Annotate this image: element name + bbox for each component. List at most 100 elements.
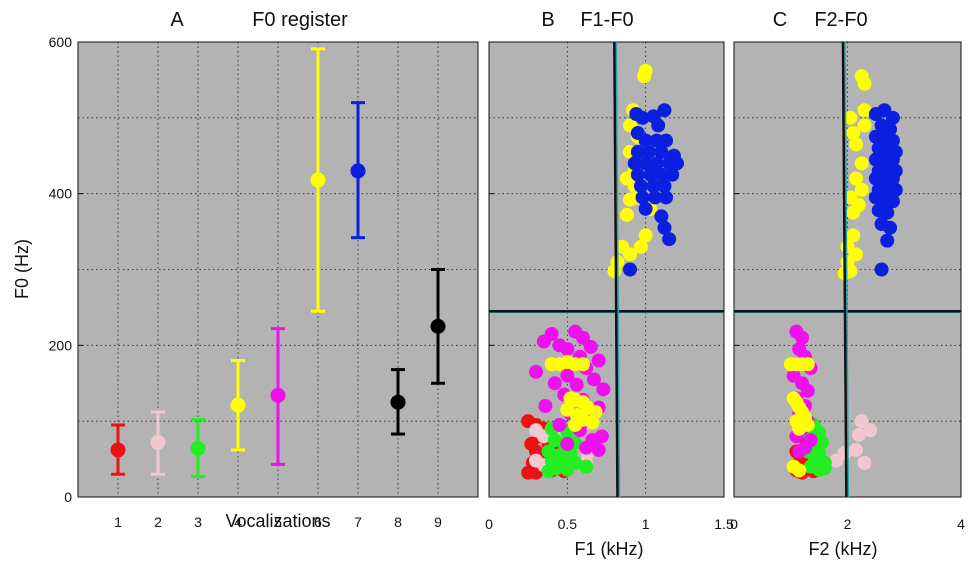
data-point — [817, 461, 832, 476]
x-tick-label: 4 — [234, 514, 242, 530]
x-tick-label: 1 — [114, 514, 122, 530]
panel-b-frame — [488, 41, 725, 498]
data-point — [846, 205, 861, 220]
data-point — [885, 194, 900, 209]
data-point — [638, 228, 653, 243]
data-point — [635, 110, 650, 125]
panel-c-title: F2-F0 — [814, 9, 867, 31]
panel-a-frame — [77, 41, 479, 498]
data-point — [623, 247, 637, 262]
data-point — [638, 133, 653, 148]
data-point — [792, 444, 807, 459]
data-point — [854, 182, 869, 197]
data-point — [630, 167, 645, 182]
data-point — [849, 442, 864, 457]
x-tick-label: 1.5 — [714, 516, 734, 532]
data-point — [635, 190, 650, 205]
data-point — [569, 377, 584, 392]
data-point — [607, 264, 622, 279]
data-point — [560, 342, 575, 357]
data-point — [638, 156, 653, 171]
data-point — [854, 156, 869, 171]
mean-point — [310, 172, 326, 188]
data-point — [547, 376, 562, 391]
data-point — [529, 364, 543, 379]
data-point — [638, 201, 653, 216]
data-point — [792, 463, 807, 478]
data-point — [654, 209, 669, 224]
data-point — [654, 167, 669, 182]
y-tick-label: 600 — [49, 34, 73, 50]
data-point — [874, 262, 889, 277]
data-point — [849, 171, 864, 186]
mean-point — [430, 318, 446, 334]
data-point — [591, 353, 606, 368]
panel-b-xlabel: F1 (kHz) — [575, 539, 644, 559]
data-point — [596, 382, 611, 397]
data-point — [885, 152, 900, 167]
x-tick-label: 8 — [394, 514, 402, 530]
y-tick-label: 400 — [49, 186, 73, 202]
x-tick-label: 1 — [642, 516, 650, 532]
data-point — [849, 137, 864, 152]
data-point — [829, 453, 844, 468]
data-point — [670, 156, 684, 171]
data-point — [560, 368, 575, 383]
data-point — [579, 440, 594, 455]
data-point — [657, 103, 672, 118]
panel-a-title: F0 register — [252, 9, 348, 31]
data-point — [633, 239, 648, 254]
x-tick-label: 2 — [154, 514, 162, 530]
panel-c-threshold-vertical — [841, 41, 848, 498]
data-point — [846, 228, 861, 243]
x-tick-label: 0 — [485, 516, 493, 532]
data-point — [538, 399, 553, 413]
x-tick-label: 0.5 — [558, 516, 578, 532]
x-tick-label: 7 — [354, 514, 362, 530]
mean-point — [230, 397, 246, 413]
mean-point — [390, 394, 406, 410]
mean-point — [270, 387, 286, 403]
data-point — [579, 459, 594, 474]
x-tick-label: 5 — [274, 514, 282, 530]
y-tick-label: 0 — [64, 489, 72, 505]
x-tick-label: 4 — [957, 516, 965, 532]
data-point — [638, 63, 653, 78]
data-point — [630, 144, 645, 159]
data-point — [576, 330, 590, 345]
panel-a-ylabel: F0 (Hz) — [12, 239, 32, 299]
data-point — [657, 179, 672, 194]
data-point — [657, 220, 672, 235]
data-point — [857, 455, 872, 470]
data-point — [544, 326, 559, 341]
data-point — [588, 405, 603, 420]
panel-a-xlabel: Vocalizations — [225, 511, 330, 531]
data-point — [665, 167, 680, 182]
panel-b-letter: B — [541, 9, 554, 31]
data-point — [883, 220, 898, 235]
data-point — [857, 76, 872, 91]
data-point — [552, 417, 567, 432]
data-point — [633, 179, 648, 194]
data-point — [646, 179, 661, 194]
data-point — [851, 427, 866, 442]
x-tick-label: 3 — [194, 514, 202, 530]
data-point — [659, 190, 674, 205]
panel-b-title: F1-F0 — [580, 9, 633, 31]
x-tick-label: 6 — [314, 514, 322, 530]
data-point — [814, 435, 829, 450]
data-point — [659, 133, 674, 148]
data-point — [863, 423, 878, 438]
data-point — [623, 262, 637, 277]
data-point — [591, 442, 606, 457]
data-point — [800, 357, 815, 372]
data-point — [880, 233, 895, 248]
panel-c-letter: C — [773, 9, 787, 31]
data-point — [792, 421, 807, 436]
data-point — [846, 126, 861, 140]
data-point — [541, 464, 556, 479]
y-tick-label: 200 — [49, 337, 73, 353]
mean-point — [190, 440, 206, 456]
data-point — [627, 156, 642, 171]
